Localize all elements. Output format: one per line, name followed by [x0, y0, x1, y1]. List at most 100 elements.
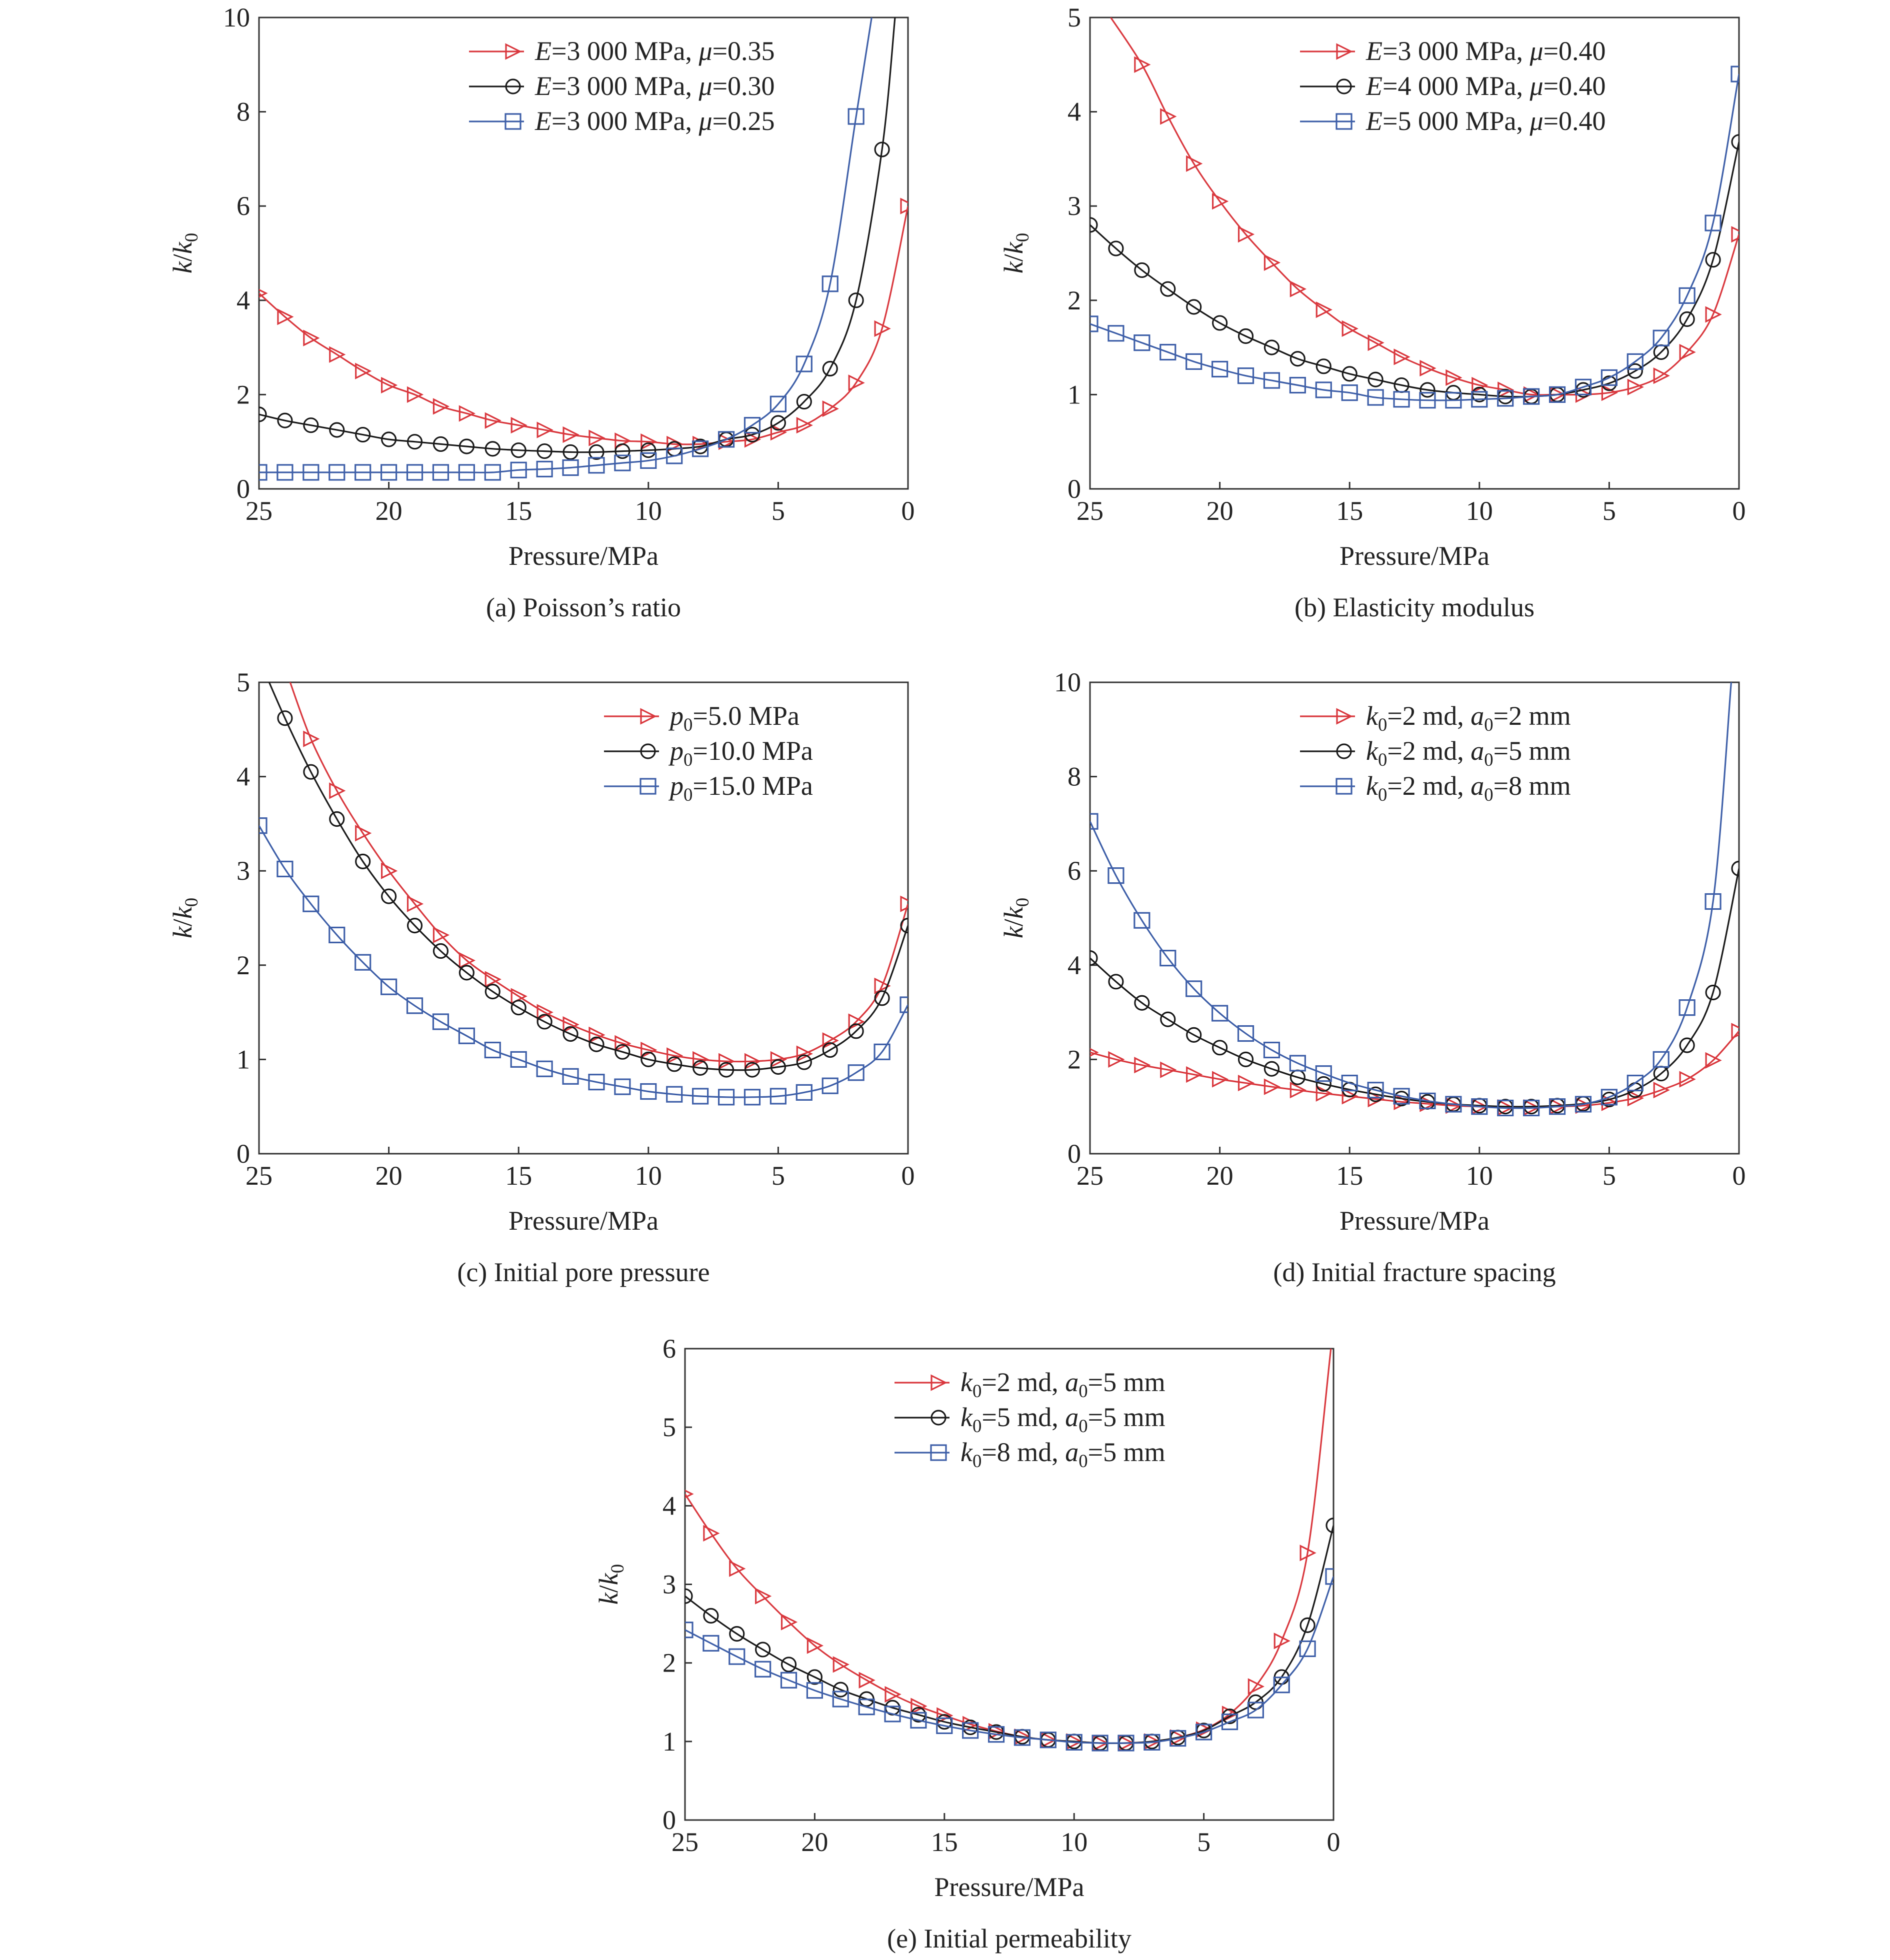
data-point — [744, 1089, 761, 1106]
y-axis-label: k/k0 — [998, 233, 1032, 273]
data-point — [1652, 329, 1670, 346]
legend-item: k0=2 md, a0=5 mm — [894, 1367, 1166, 1401]
data-point — [432, 943, 449, 959]
data-point — [640, 1041, 658, 1059]
data-point — [822, 275, 838, 292]
data-point — [822, 1032, 839, 1049]
data-point — [1186, 1027, 1202, 1043]
x-tick-label: 5 — [772, 496, 785, 526]
data-point — [1523, 1099, 1540, 1117]
data-point — [1498, 381, 1514, 398]
data-point — [1134, 1057, 1151, 1074]
series-line — [1090, 141, 1739, 398]
data-point — [1212, 1040, 1228, 1056]
data-point — [432, 926, 450, 944]
data-point — [432, 464, 450, 481]
data-point — [1274, 1633, 1290, 1650]
data-point — [588, 1026, 606, 1043]
legend-swatch-marker — [504, 113, 522, 130]
data-point — [640, 433, 658, 450]
data-point — [380, 376, 398, 394]
panel-caption: (c) Initial pore pressure — [457, 1257, 710, 1287]
data-point — [277, 710, 293, 726]
data-point — [1731, 134, 1739, 150]
data-point — [562, 1026, 578, 1042]
legend-label: E=3 000 MPa, μ=0.40 — [1366, 36, 1606, 66]
data-point — [1212, 1005, 1228, 1022]
data-point — [510, 417, 528, 434]
series-c-3 — [259, 817, 908, 1106]
data-point — [1341, 384, 1358, 401]
data-point — [458, 405, 476, 422]
data-point — [1678, 287, 1696, 304]
panel-caption: (a) Poisson’s ratio — [486, 592, 681, 622]
data-point — [355, 825, 372, 842]
legend-swatch-marker — [505, 43, 522, 60]
legend-item: k0=2 md, a0=2 mm — [1300, 701, 1571, 735]
data-point — [910, 1698, 928, 1715]
data-point — [796, 393, 812, 410]
data-point — [510, 988, 528, 1005]
legend-item: E=5 000 MPa, μ=0.40 — [1300, 106, 1606, 136]
data-point — [874, 990, 890, 1006]
data-point — [1290, 351, 1306, 367]
y-tick-label: 5 — [662, 1412, 676, 1442]
data-point — [640, 1051, 656, 1067]
data-point — [1445, 1096, 1462, 1113]
legend-swatch-marker — [640, 743, 656, 759]
data-point — [458, 965, 474, 981]
legend-item: E=3 000 MPa, μ=0.40 — [1300, 36, 1606, 66]
data-point — [780, 1657, 797, 1673]
series-line — [1090, 868, 1739, 1108]
x-tick-label: 10 — [635, 1161, 662, 1191]
data-point — [328, 464, 346, 481]
data-point — [1040, 1732, 1056, 1749]
y-tick-label: 10 — [1054, 667, 1081, 697]
data-point — [302, 464, 320, 481]
data-point — [848, 292, 864, 308]
y-axis-label: k/k0 — [168, 233, 202, 273]
legend-swatch-marker — [1336, 778, 1352, 795]
data-point — [1678, 999, 1696, 1016]
legend-swatch-marker — [1336, 708, 1353, 725]
data-point — [1160, 108, 1177, 125]
data-point — [1221, 1713, 1238, 1731]
data-point — [406, 464, 424, 481]
data-point — [354, 464, 372, 481]
data-point — [1601, 384, 1618, 401]
data-point — [796, 1054, 812, 1070]
data-point — [276, 464, 294, 481]
data-point — [1290, 280, 1306, 297]
data-point — [329, 811, 345, 827]
data-point — [355, 426, 371, 443]
data-point — [1393, 391, 1410, 408]
y-tick-label: 6 — [236, 191, 250, 221]
panel-caption: (b) Elasticity modulus — [1294, 592, 1534, 622]
series-d-3 — [1090, 682, 1732, 1117]
data-point — [718, 1089, 735, 1106]
data-point — [1212, 193, 1229, 210]
data-point — [718, 1062, 734, 1078]
data-point — [1090, 950, 1098, 966]
data-point — [1652, 1051, 1670, 1068]
legend-swatch-marker — [930, 1444, 947, 1461]
x-tick-label: 0 — [902, 496, 915, 526]
y-tick-label: 5 — [1068, 2, 1081, 32]
series-c-2 — [268, 682, 908, 1078]
data-point — [329, 422, 345, 438]
data-point — [1446, 369, 1462, 386]
data-point — [1471, 391, 1488, 408]
data-point — [1574, 1096, 1592, 1113]
x-tick-label: 20 — [376, 1161, 402, 1191]
data-point — [685, 1622, 694, 1639]
data-point — [1600, 1089, 1618, 1106]
x-tick-label: 5 — [1602, 496, 1616, 526]
data-point — [1315, 381, 1332, 398]
data-point — [432, 398, 450, 415]
data-point — [744, 431, 762, 448]
y-tick-label: 0 — [1068, 1139, 1081, 1169]
data-point — [692, 1051, 710, 1068]
data-point — [1186, 980, 1202, 997]
